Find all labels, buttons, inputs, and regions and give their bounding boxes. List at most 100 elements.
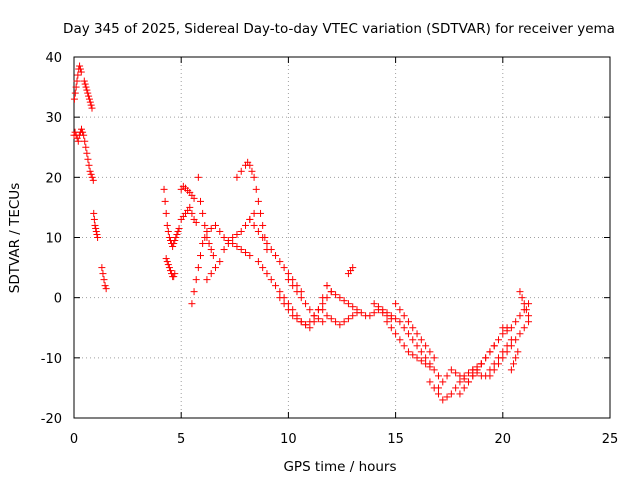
data-point xyxy=(170,273,178,281)
data-point xyxy=(85,161,93,169)
data-point xyxy=(507,366,515,374)
data-point xyxy=(175,224,183,232)
data-point xyxy=(72,83,80,91)
data-point xyxy=(98,264,106,272)
data-point xyxy=(92,224,100,232)
data-point xyxy=(194,264,202,272)
chart-title: Day 345 of 2025, Sidereal Day-to-day VTE… xyxy=(63,21,615,37)
data-point xyxy=(267,276,275,284)
data-point xyxy=(242,221,250,229)
data-point xyxy=(404,348,412,356)
data-point xyxy=(422,354,430,362)
data-point xyxy=(83,86,91,94)
data-point xyxy=(387,312,395,320)
data-point xyxy=(319,318,327,326)
data-point xyxy=(94,234,102,241)
y-tick-label: -20 xyxy=(41,412,62,427)
data-point xyxy=(293,288,301,296)
data-point xyxy=(233,243,241,251)
y-tick-label: 0 xyxy=(54,292,62,307)
data-point xyxy=(516,312,524,320)
data-point xyxy=(237,246,245,254)
data-point xyxy=(392,315,400,323)
data-point xyxy=(93,230,101,238)
data-point xyxy=(99,270,107,278)
data-point xyxy=(220,246,228,254)
data-point xyxy=(353,309,361,317)
grid-lines xyxy=(74,57,610,418)
data-point xyxy=(160,185,168,193)
data-point xyxy=(314,315,322,323)
data-point xyxy=(170,240,178,248)
data-point xyxy=(507,324,515,332)
data-point xyxy=(272,282,280,290)
data-point xyxy=(499,354,507,362)
data-point xyxy=(297,294,305,302)
data-point xyxy=(336,321,344,329)
data-point xyxy=(237,227,245,235)
data-point xyxy=(464,378,472,386)
data-point xyxy=(186,203,194,211)
data-point xyxy=(518,294,526,302)
data-point xyxy=(482,354,490,362)
data-point xyxy=(516,288,524,296)
data-point xyxy=(276,258,284,266)
data-point xyxy=(460,384,468,392)
data-point xyxy=(349,312,357,320)
data-point xyxy=(162,255,170,263)
data-point xyxy=(259,221,267,229)
data-point xyxy=(340,297,348,305)
data-point xyxy=(87,101,95,109)
data-point xyxy=(161,197,169,205)
data-point xyxy=(216,258,224,266)
data-point xyxy=(86,167,94,175)
data-point xyxy=(387,324,395,332)
data-point xyxy=(452,384,460,392)
data-point xyxy=(163,221,171,229)
data-point xyxy=(190,194,198,202)
data-point xyxy=(396,306,404,314)
data-point xyxy=(486,348,494,356)
data-point xyxy=(520,324,528,332)
data-points xyxy=(70,62,533,404)
data-point xyxy=(86,98,94,106)
data-point xyxy=(507,342,515,350)
data-point xyxy=(400,342,408,350)
data-point xyxy=(443,372,451,380)
data-point xyxy=(70,95,78,103)
data-point xyxy=(171,270,179,278)
data-point xyxy=(284,270,292,278)
y-tick-label: 30 xyxy=(45,111,62,126)
data-point xyxy=(319,306,327,314)
data-point xyxy=(516,330,524,338)
data-point xyxy=(417,336,425,344)
data-point xyxy=(166,267,174,275)
data-point xyxy=(293,315,301,323)
data-point xyxy=(203,227,211,235)
data-point xyxy=(196,197,204,205)
data-point xyxy=(163,258,171,266)
y-tick-label: -10 xyxy=(41,352,62,367)
data-point xyxy=(319,294,327,302)
data-point xyxy=(302,300,310,308)
data-point xyxy=(332,291,340,299)
data-point xyxy=(205,240,213,248)
axis-ticks: 0 5 10 15 20 25 -20 -10 0 10 20 30 40 xyxy=(41,51,619,447)
data-point xyxy=(164,261,172,269)
x-tick-label: 0 xyxy=(70,432,78,447)
data-point xyxy=(434,390,442,398)
data-point xyxy=(434,372,442,380)
data-point xyxy=(452,369,460,377)
data-point xyxy=(73,77,81,85)
data-point xyxy=(512,336,520,344)
data-point xyxy=(503,327,511,335)
data-point xyxy=(280,264,288,272)
data-point xyxy=(272,252,280,260)
data-point xyxy=(297,318,305,326)
data-point xyxy=(456,390,464,398)
data-point xyxy=(495,336,503,344)
data-point xyxy=(164,227,172,235)
data-point xyxy=(259,264,267,272)
data-point xyxy=(522,306,530,314)
data-point xyxy=(201,221,209,229)
